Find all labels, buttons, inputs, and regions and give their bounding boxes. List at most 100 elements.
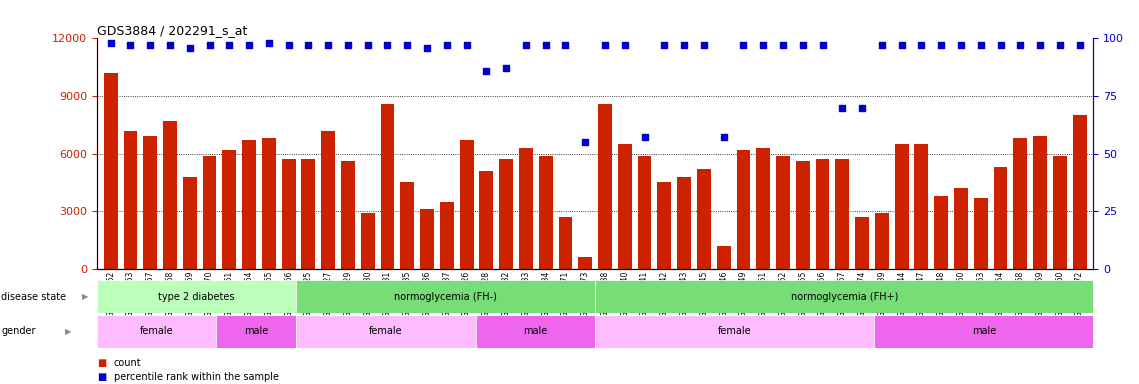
Bar (222, 150, 236, 269)
Bar (657, 182, 671, 269)
Text: male: male (523, 326, 548, 336)
Point (773, 42, 792, 48)
Point (319, 42, 337, 48)
Point (378, 42, 396, 48)
Text: GSM624927: GSM624927 (323, 271, 333, 317)
Text: ■: ■ (97, 358, 106, 368)
Bar (183, 177, 197, 269)
Bar (1073, 115, 1087, 269)
Text: GSM624934: GSM624934 (541, 271, 550, 317)
Point (220, 42, 238, 48)
Text: ▶: ▶ (65, 327, 72, 336)
Point (794, 42, 812, 48)
Bar (104, 73, 117, 269)
Point (596, 42, 614, 48)
Point (517, 42, 535, 48)
Bar (993, 167, 1007, 269)
Point (141, 42, 159, 48)
Text: GSM624957: GSM624957 (838, 271, 846, 317)
Point (497, 65, 515, 71)
Text: GSM624973: GSM624973 (581, 271, 590, 317)
Bar (97, 280, 296, 313)
Bar (163, 121, 177, 269)
Point (754, 42, 772, 48)
Text: disease state: disease state (1, 291, 66, 302)
Text: GSM624965: GSM624965 (264, 271, 273, 317)
Text: GSM624929: GSM624929 (344, 271, 352, 317)
Point (1031, 42, 1049, 48)
Bar (638, 156, 652, 269)
Bar (123, 131, 138, 269)
Point (240, 42, 259, 48)
Text: GSM624960: GSM624960 (1056, 271, 1064, 317)
Bar (296, 315, 476, 348)
Text: GSM624943: GSM624943 (680, 271, 689, 317)
Bar (617, 144, 632, 269)
Text: normoglycemia (FH-): normoglycemia (FH-) (394, 291, 497, 302)
Text: GSM624970: GSM624970 (205, 271, 214, 317)
Point (338, 42, 357, 48)
Bar (756, 148, 770, 269)
Bar (420, 209, 434, 269)
Bar (598, 104, 612, 269)
Text: GSM624971: GSM624971 (562, 271, 570, 317)
Text: GSM624940: GSM624940 (621, 271, 629, 317)
Bar (1014, 138, 1027, 269)
Text: GSM624942: GSM624942 (659, 271, 669, 317)
Text: GSM624963: GSM624963 (126, 271, 134, 317)
Point (576, 139, 595, 145)
Bar (835, 159, 850, 269)
Point (972, 42, 990, 48)
Bar (144, 136, 157, 269)
Bar (243, 140, 256, 269)
Text: GSM624952: GSM624952 (778, 271, 787, 317)
Text: GSM624961: GSM624961 (224, 271, 233, 317)
Text: percentile rank within the sample: percentile rank within the sample (114, 372, 279, 382)
Text: type 2 diabetes: type 2 diabetes (158, 291, 235, 302)
Text: ■: ■ (97, 372, 106, 382)
Bar (1033, 136, 1047, 269)
Point (1071, 42, 1089, 48)
Text: GSM624951: GSM624951 (759, 271, 768, 317)
Point (853, 104, 871, 111)
Text: GSM624948: GSM624948 (936, 271, 945, 317)
Bar (281, 159, 295, 269)
Text: GSM624959: GSM624959 (1035, 271, 1044, 317)
Bar (737, 150, 751, 269)
Bar (596, 280, 1093, 313)
Text: GSM624950: GSM624950 (957, 271, 966, 317)
Point (991, 42, 1009, 48)
Bar (321, 131, 335, 269)
Bar (816, 159, 829, 269)
Point (932, 42, 950, 48)
Point (477, 68, 495, 74)
Point (1050, 42, 1068, 48)
Point (893, 42, 911, 48)
Text: GSM624945: GSM624945 (699, 271, 708, 317)
Point (437, 42, 456, 48)
Text: ▶: ▶ (82, 292, 89, 301)
Bar (203, 156, 216, 269)
Point (181, 45, 199, 51)
Text: GSM624953: GSM624953 (976, 271, 985, 317)
Text: female: female (718, 326, 752, 336)
Point (1011, 42, 1030, 48)
Point (300, 42, 318, 48)
Text: GSM624958: GSM624958 (1016, 271, 1025, 317)
Bar (1052, 156, 1067, 269)
Point (735, 42, 753, 48)
Text: gender: gender (1, 326, 35, 336)
Text: GSM624947: GSM624947 (917, 271, 926, 317)
Text: GSM624931: GSM624931 (383, 271, 392, 317)
Text: GSM624937: GSM624937 (442, 271, 451, 317)
Text: GSM624962: GSM624962 (106, 271, 115, 317)
Text: GSM624935: GSM624935 (403, 271, 412, 317)
Bar (776, 156, 790, 269)
Bar (380, 104, 394, 269)
Point (952, 42, 970, 48)
Text: GSM624969: GSM624969 (186, 271, 195, 317)
Text: normoglycemia (FH+): normoglycemia (FH+) (790, 291, 898, 302)
Text: GSM624949: GSM624949 (739, 271, 748, 317)
Point (636, 134, 654, 141)
Point (912, 42, 931, 48)
